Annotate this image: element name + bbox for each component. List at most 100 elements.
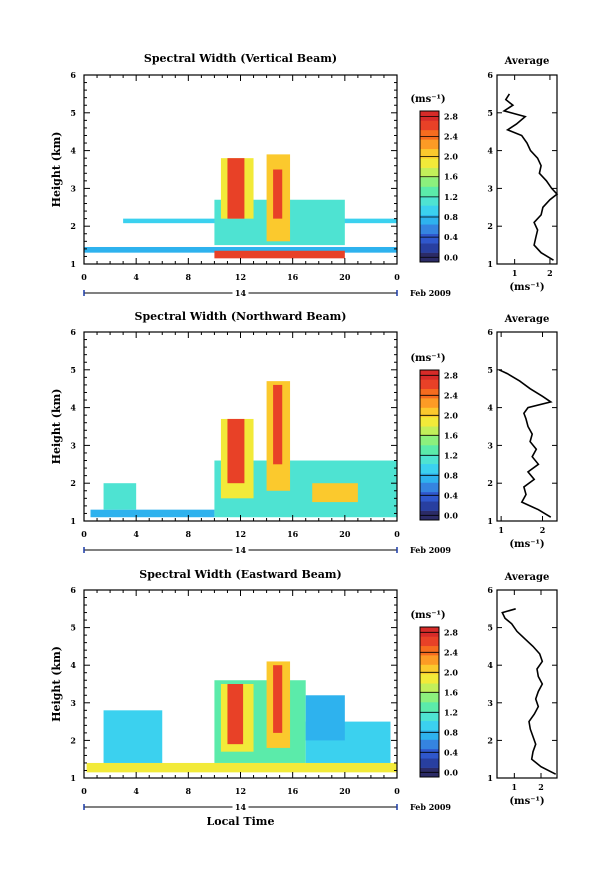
colorbar-swatch bbox=[420, 177, 439, 187]
x-tick-label: 8 bbox=[186, 272, 192, 282]
x-tick-label: 12 bbox=[235, 529, 246, 539]
colorbar-swatch bbox=[420, 139, 439, 149]
average-y-tick-label: 1 bbox=[487, 773, 493, 783]
x-tick-label: 12 bbox=[235, 786, 246, 796]
heatmap-cell bbox=[273, 385, 282, 464]
x-tick-label: 20 bbox=[339, 529, 351, 539]
chart-title: Spectral Width (Vertical Beam) bbox=[144, 52, 337, 65]
y-axis-label: Height (km) bbox=[50, 132, 63, 208]
heatmap-cell bbox=[312, 483, 358, 502]
day-label: 14 bbox=[235, 288, 247, 298]
day-label: 14 bbox=[235, 545, 247, 555]
x-tick-label: 0 bbox=[394, 786, 400, 796]
y-axis-label: Height (km) bbox=[50, 389, 63, 465]
colorbar-tick-label: 0.4 bbox=[444, 490, 458, 500]
colorbar-tick-label: 1.2 bbox=[444, 707, 458, 717]
colorbar-swatch bbox=[420, 111, 439, 121]
y-tick-label: 6 bbox=[70, 585, 76, 595]
heatmap-cell bbox=[91, 510, 215, 518]
average-y-tick-label: 1 bbox=[487, 259, 493, 269]
y-tick-label: 6 bbox=[70, 70, 76, 80]
average-y-tick-label: 3 bbox=[487, 698, 493, 708]
y-tick-label: 5 bbox=[70, 108, 76, 118]
colorbar-swatch bbox=[420, 187, 439, 197]
x-tick-label: 16 bbox=[287, 272, 299, 282]
chart-title: Spectral Width (Eastward Beam) bbox=[139, 568, 341, 581]
average-x-tick-label: 2 bbox=[538, 782, 544, 792]
y-tick-label: 1 bbox=[70, 516, 76, 526]
colorbar-swatch bbox=[420, 702, 439, 712]
heatmap-cell bbox=[273, 170, 282, 219]
y-tick-label: 2 bbox=[70, 735, 76, 745]
average-y-tick-label: 1 bbox=[487, 516, 493, 526]
colorbar-swatch bbox=[420, 149, 439, 159]
y-tick-label: 6 bbox=[70, 327, 76, 337]
colorbar-swatch bbox=[420, 158, 439, 168]
average-x-tick-label: 1 bbox=[498, 525, 504, 535]
average-y-tick-label: 2 bbox=[487, 478, 493, 488]
y-tick-label: 3 bbox=[70, 698, 76, 708]
colorbar-swatch bbox=[420, 120, 439, 130]
colorbar bbox=[420, 370, 439, 520]
colorbar bbox=[420, 111, 439, 262]
x-axis-label: Local Time bbox=[207, 815, 275, 828]
y-tick-label: 3 bbox=[70, 183, 76, 193]
x-tick-label: 20 bbox=[339, 786, 351, 796]
heatmap-cells bbox=[87, 661, 397, 772]
colorbar-swatch bbox=[420, 454, 439, 464]
colorbar-tick-label: 0.0 bbox=[444, 252, 458, 262]
average-x-tick-label: 2 bbox=[540, 525, 546, 535]
average-y-tick-label: 5 bbox=[487, 365, 493, 375]
average-y-tick-label: 2 bbox=[487, 735, 493, 745]
average-x-tick-label: 1 bbox=[512, 268, 518, 278]
colorbar-swatch bbox=[420, 683, 439, 693]
heatmap-cell bbox=[227, 684, 243, 744]
colorbar-swatch bbox=[420, 674, 439, 684]
colorbar-swatch bbox=[420, 215, 439, 225]
colorbar-swatch bbox=[420, 665, 439, 675]
colorbar-swatch bbox=[420, 730, 439, 740]
colorbar-swatch bbox=[420, 464, 439, 474]
average-y-tick-label: 5 bbox=[487, 623, 493, 633]
average-x-tick-label: 2 bbox=[547, 268, 553, 278]
colorbar-tick-label: 2.4 bbox=[444, 647, 458, 657]
heatmap-cell bbox=[227, 158, 244, 218]
colorbar-tick-label: 2.0 bbox=[444, 410, 458, 420]
x-tick-label: 0 bbox=[81, 786, 87, 796]
heatmap-cell bbox=[227, 419, 244, 483]
colorbar-swatch bbox=[420, 655, 439, 665]
average-profile-line bbox=[504, 94, 557, 260]
colorbar-swatch bbox=[420, 627, 439, 637]
x-tick-label: 4 bbox=[133, 786, 139, 796]
average-y-tick-label: 2 bbox=[487, 221, 493, 231]
colorbar-swatch bbox=[420, 205, 439, 215]
colorbar-tick-label: 0.4 bbox=[444, 232, 458, 242]
colorbar-swatch bbox=[420, 436, 439, 446]
heatmap-cell bbox=[87, 763, 397, 772]
y-tick-label: 2 bbox=[70, 478, 76, 488]
average-title: Average bbox=[504, 56, 550, 67]
average-x-axis-label: (ms⁻¹) bbox=[509, 539, 544, 550]
x-tick-label: 8 bbox=[186, 529, 192, 539]
colorbar-swatch bbox=[420, 130, 439, 140]
colorbar-swatch bbox=[420, 721, 439, 731]
x-tick-label: 0 bbox=[81, 529, 87, 539]
y-tick-label: 1 bbox=[70, 259, 76, 269]
average-x-axis-label: (ms⁻¹) bbox=[509, 796, 544, 807]
colorbar-tick-label: 0.8 bbox=[444, 212, 458, 222]
y-tick-label: 1 bbox=[70, 773, 76, 783]
colorbar-tick-label: 1.6 bbox=[444, 172, 458, 182]
colorbar-tick-label: 0.0 bbox=[444, 767, 458, 777]
colorbar-swatch bbox=[420, 398, 439, 408]
x-tick-label: 16 bbox=[287, 786, 299, 796]
day-label: 14 bbox=[235, 802, 247, 812]
x-tick-label: 20 bbox=[339, 272, 351, 282]
heatmap-cell bbox=[104, 710, 163, 763]
heatmap-cell bbox=[306, 695, 345, 740]
figure: Spectral Width (Vertical Beam)1234560 4 8 1… bbox=[0, 0, 611, 875]
x-tick-label: 4 bbox=[133, 272, 139, 282]
heatmap-cell bbox=[104, 483, 137, 509]
colorbar-tick-label: 0.0 bbox=[444, 510, 458, 520]
colorbar-tick-label: 2.8 bbox=[444, 627, 458, 637]
average-y-tick-label: 6 bbox=[487, 327, 493, 337]
